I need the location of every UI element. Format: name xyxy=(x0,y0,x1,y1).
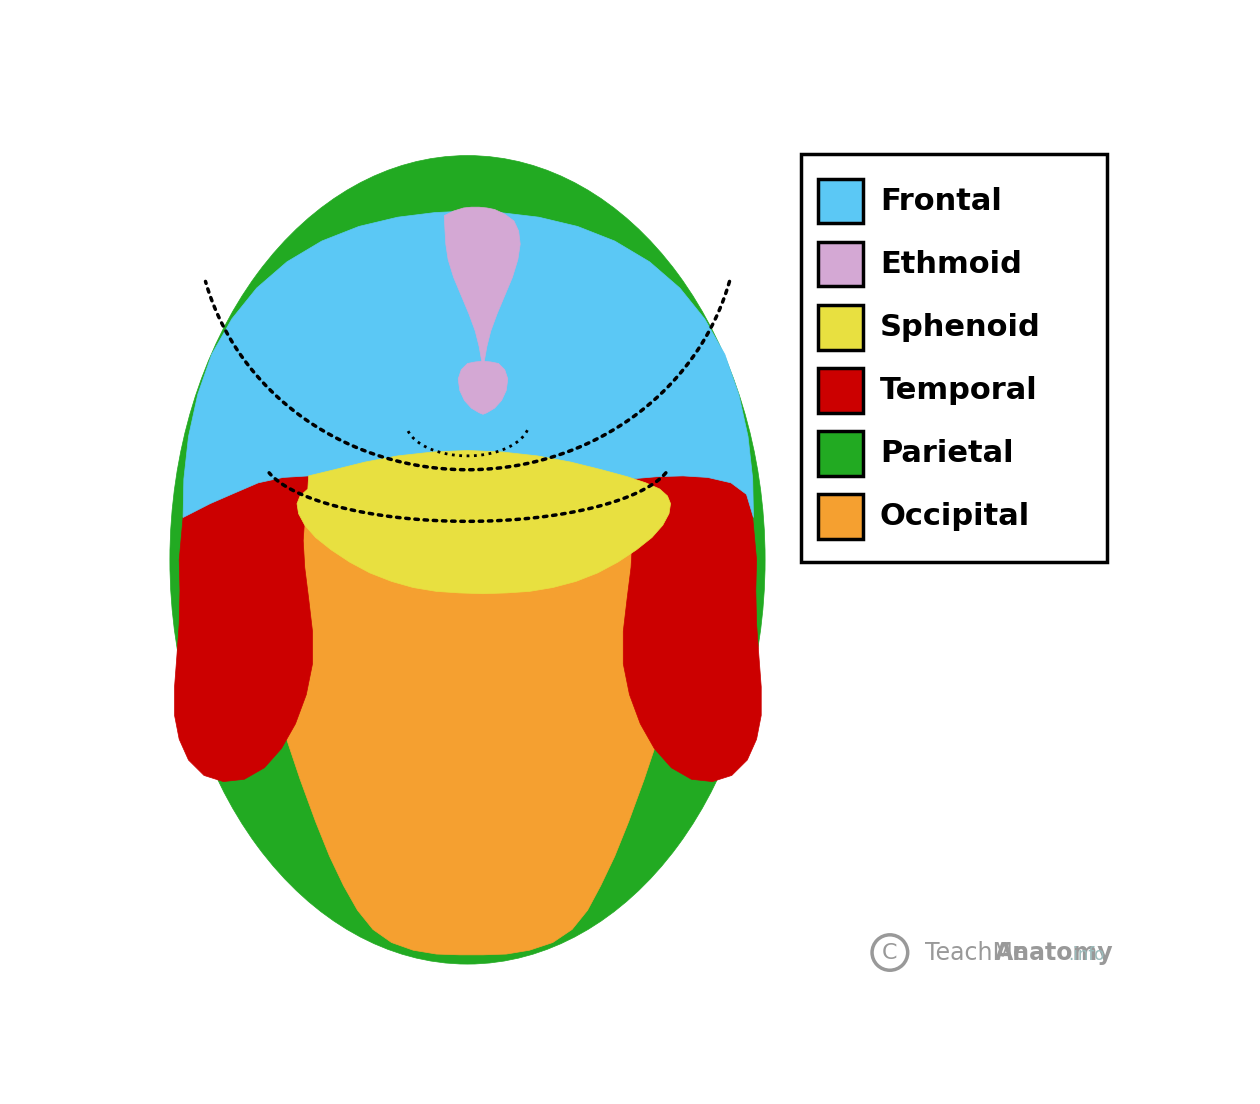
Polygon shape xyxy=(243,465,685,955)
Polygon shape xyxy=(459,361,508,414)
Bar xyxy=(818,495,863,539)
Polygon shape xyxy=(297,450,670,594)
Bar xyxy=(818,305,863,350)
Text: .info: .info xyxy=(1068,946,1105,964)
Bar xyxy=(818,242,863,286)
Bar xyxy=(818,368,863,413)
Polygon shape xyxy=(563,329,761,782)
Bar xyxy=(818,179,863,223)
Text: Frontal: Frontal xyxy=(879,187,1002,215)
Text: Sphenoid: Sphenoid xyxy=(879,312,1041,342)
Text: Temporal: Temporal xyxy=(879,376,1037,405)
Polygon shape xyxy=(445,208,520,371)
Text: Occipital: Occipital xyxy=(879,502,1031,531)
Text: Anatomy: Anatomy xyxy=(994,942,1113,965)
Bar xyxy=(818,432,863,476)
Text: Ethmoid: Ethmoid xyxy=(879,250,1022,278)
Text: TeachMe: TeachMe xyxy=(925,942,1027,965)
Ellipse shape xyxy=(170,156,765,964)
Text: Parietal: Parietal xyxy=(879,439,1013,468)
Text: C: C xyxy=(882,943,897,964)
Polygon shape xyxy=(183,211,753,518)
Polygon shape xyxy=(175,329,373,782)
Bar xyxy=(801,155,1106,562)
